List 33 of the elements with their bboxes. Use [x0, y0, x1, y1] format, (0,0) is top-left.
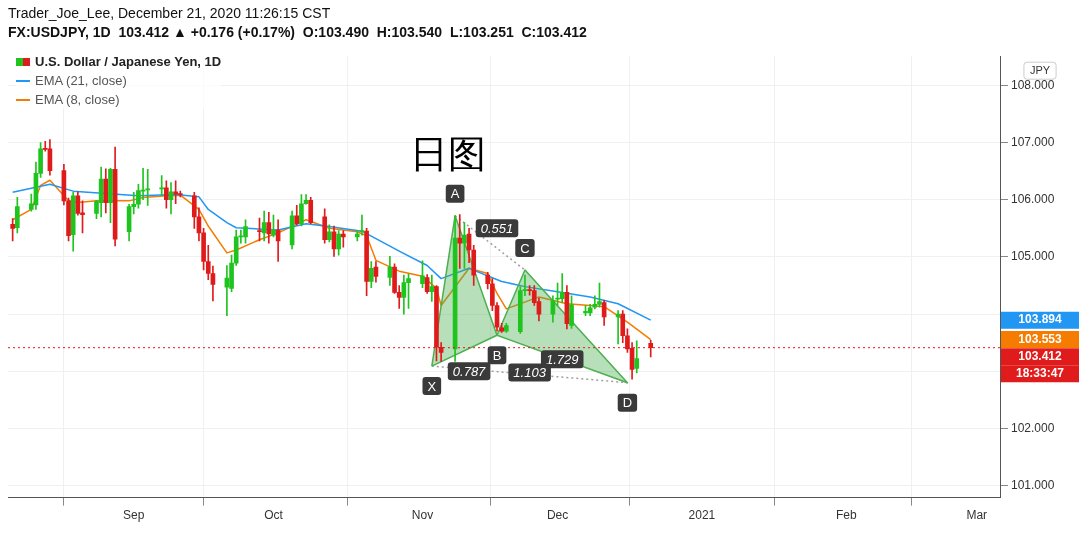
annotation: 0.787: [452, 363, 487, 379]
annotation: 日图: [410, 132, 486, 175]
text: 103.412: [1018, 349, 1063, 363]
x-tick-label: Mar: [966, 508, 988, 523]
y-tick-label: 102.000: [1011, 420, 1055, 435]
x-tick-label: Dec: [546, 508, 569, 523]
y-tick-label: 106.000: [1011, 192, 1055, 207]
annotation: B: [492, 347, 502, 363]
x-tick-label: Nov: [411, 508, 434, 523]
x-tick-label: 2021: [688, 508, 716, 523]
annotation: A: [450, 186, 460, 202]
legend-label: U.S. Dollar / Japanese Yen, 1D: [35, 53, 222, 71]
annotation: 1.103: [513, 364, 547, 380]
chart-title: Trader_Joe_Lee, December 21, 2020 11:26:15 CST: [8, 4, 332, 23]
y-tick-label: 105.000: [1011, 249, 1055, 264]
text: 18:33:47: [1015, 366, 1065, 380]
annotation: D: [622, 395, 633, 411]
y-tick-label: 101.000: [1011, 477, 1055, 492]
legend-label: EMA (8, close): [35, 91, 120, 109]
y-axis-title: JPY: [1029, 64, 1051, 77]
annotation: C: [520, 240, 530, 256]
annotation: 0.551: [480, 220, 514, 236]
x-tick-label: Feb: [835, 508, 857, 523]
text: 103.894: [1018, 312, 1063, 327]
legend-label: EMA (21, close): [35, 72, 127, 90]
chart-subtitle: FX:USDJPY, 1D 103.412 ▲ +0.176 (+0.17%) O:103.490 H:103.540 L:103.251 C:103.412: [8, 23, 588, 42]
text: 103.553: [1018, 331, 1063, 346]
x-tick-label: Oct: [264, 508, 284, 523]
y-tick-label: 108.000: [1011, 77, 1055, 92]
annotation: X: [427, 378, 437, 394]
annotation: 1.729: [545, 351, 579, 367]
y-tick-label: 107.000: [1011, 134, 1055, 149]
x-tick-label: Sep: [123, 508, 145, 523]
